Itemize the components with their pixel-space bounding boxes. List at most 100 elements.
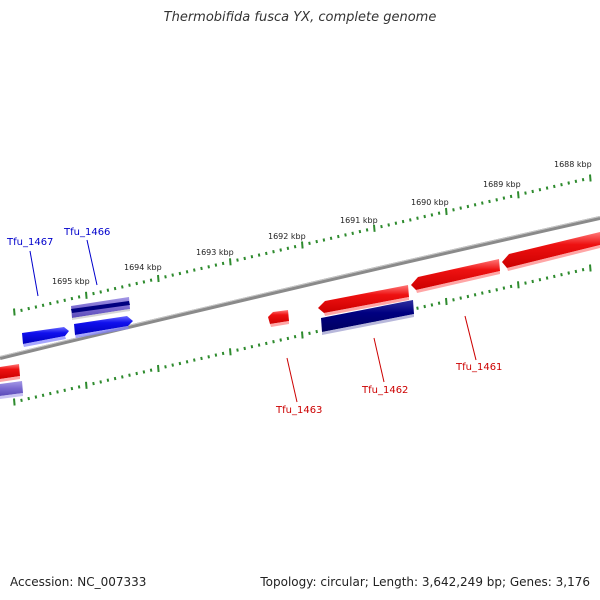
outer-scale-tick bbox=[488, 199, 491, 204]
outer-scale-tick bbox=[293, 245, 297, 249]
gene-tfu-1463[interactable] bbox=[268, 310, 289, 324]
outer-scale-tick bbox=[286, 246, 290, 250]
outer-scale-tick bbox=[200, 266, 203, 271]
gene-right-edge-red[interactable] bbox=[502, 232, 600, 268]
inner-scale-tick bbox=[85, 381, 88, 389]
outer-scale-tick bbox=[178, 271, 182, 276]
outer-scale-tick bbox=[401, 219, 405, 224]
outer-scale-tick bbox=[387, 223, 390, 227]
inner-scale-tick bbox=[574, 269, 578, 274]
inner-scale-tick bbox=[135, 371, 138, 376]
outer-scale-tick bbox=[373, 224, 376, 232]
inner-scale-tick bbox=[92, 381, 95, 386]
outer-scale-tick bbox=[553, 184, 556, 189]
inner-scale-tick bbox=[445, 297, 448, 306]
outer-scale-tick bbox=[142, 280, 146, 284]
inner-scale-tick bbox=[488, 289, 491, 294]
inner-scale-tick bbox=[589, 264, 592, 272]
outer-scale-tick bbox=[85, 291, 88, 299]
leader-tfu-1466 bbox=[86, 239, 98, 286]
inner-scale-tick bbox=[581, 268, 585, 272]
outer-scale-tick bbox=[63, 298, 66, 302]
label-tfu-1466[interactable]: Tfu_1466 bbox=[63, 227, 110, 238]
outer-scale-tick bbox=[121, 285, 124, 289]
inner-scale-tick bbox=[56, 390, 59, 394]
gene-tfu-1467[interactable] bbox=[22, 327, 69, 344]
outer-scale-tick bbox=[524, 191, 527, 195]
inner-scale-tick bbox=[13, 398, 16, 406]
inner-scale-tick bbox=[41, 393, 45, 397]
outer-scale-tick bbox=[538, 188, 542, 192]
inner-scale-tick bbox=[524, 281, 527, 285]
inner-scale-tick bbox=[27, 396, 30, 401]
inner-scale-tick bbox=[243, 346, 246, 351]
label-tfu-1462[interactable]: Tfu_1462 bbox=[361, 385, 408, 396]
inner-scale-tick bbox=[178, 361, 182, 366]
inner-scale-tick bbox=[416, 306, 419, 310]
inner-scale-tick bbox=[171, 363, 174, 367]
outer-scale-tick bbox=[430, 213, 434, 217]
outer-scale-tick bbox=[416, 216, 419, 220]
outer-scale-tick bbox=[265, 251, 268, 256]
inner-scale-tick bbox=[34, 395, 38, 399]
inner-scale-tick bbox=[250, 345, 254, 349]
outer-scale-tick bbox=[365, 228, 369, 232]
scale-label-1694: 1694 kbp bbox=[124, 263, 162, 272]
label-tfu-1463[interactable]: Tfu_1463 bbox=[275, 405, 322, 416]
inner-scale-tick bbox=[229, 348, 232, 356]
outer-scale-tick bbox=[229, 258, 232, 266]
gene-tfu-1462-navy[interactable] bbox=[321, 300, 414, 332]
outer-scale-tick bbox=[27, 306, 30, 311]
outer-scale-tick bbox=[445, 207, 448, 216]
inner-scale-tick bbox=[286, 336, 290, 341]
outer-scale-tick bbox=[502, 196, 506, 200]
leader-tfu-1467 bbox=[29, 250, 39, 297]
outer-scale-tick bbox=[358, 229, 362, 234]
outer-scale-tick bbox=[41, 303, 45, 307]
forward-strand-genes bbox=[22, 297, 133, 347]
outer-scale-tick bbox=[459, 206, 462, 210]
outer-scale-tick bbox=[243, 256, 246, 261]
inner-scale-tick bbox=[106, 378, 110, 382]
inner-scale-tick bbox=[452, 298, 455, 302]
outer-scale-tick bbox=[34, 305, 38, 309]
outer-scale-tick bbox=[509, 194, 513, 199]
outer-scale-tick bbox=[157, 274, 160, 283]
gene-tfu-1462[interactable] bbox=[318, 285, 409, 313]
inner-scale-tick bbox=[193, 358, 196, 362]
outer-scale-tick bbox=[193, 268, 196, 272]
outer-scale-tick bbox=[301, 241, 304, 249]
leader-tfu-1461 bbox=[464, 315, 477, 361]
label-tfu-1461[interactable]: Tfu_1461 bbox=[455, 362, 502, 373]
outer-scale-tick bbox=[56, 300, 59, 304]
inner-scale-tick bbox=[437, 301, 441, 305]
outer-scale-tick bbox=[394, 221, 398, 225]
inner-scale-tick bbox=[301, 331, 304, 339]
inner-scale-tick bbox=[77, 385, 81, 389]
inner-scale-tick bbox=[149, 368, 153, 372]
reverse-strand-genes bbox=[0, 232, 600, 399]
inner-scale-tick bbox=[236, 348, 239, 352]
outer-scale-tick bbox=[567, 181, 570, 185]
inner-scale-tick bbox=[142, 370, 146, 374]
label-tfu-1467[interactable]: Tfu_1467 bbox=[6, 237, 53, 248]
outer-scale-tick bbox=[322, 238, 326, 242]
gene-tfu-1461[interactable] bbox=[411, 259, 500, 290]
topology-summary: Topology: circular; Length: 3,642,249 bp… bbox=[260, 575, 590, 589]
outer-scale-tick bbox=[589, 174, 592, 182]
inner-scale-tick bbox=[423, 304, 426, 309]
inner-scale-tick bbox=[315, 329, 318, 334]
gene-left-edge-lavender[interactable] bbox=[0, 381, 23, 396]
outer-scale-tick bbox=[481, 201, 484, 205]
inner-scale-tick bbox=[459, 296, 462, 300]
outer-scale-tick bbox=[560, 183, 563, 187]
inner-scale-tick bbox=[128, 373, 131, 377]
inner-scale-tick bbox=[185, 360, 189, 364]
accession-text: Accession: NC_007333 bbox=[10, 575, 147, 589]
inner-scale-tick bbox=[509, 284, 513, 289]
gene-left-edge-red[interactable] bbox=[0, 364, 20, 379]
gene-tfu-1466[interactable] bbox=[74, 316, 133, 335]
scale-label-1695: 1695 kbp bbox=[52, 277, 90, 286]
inner-scale-tick bbox=[545, 276, 549, 280]
